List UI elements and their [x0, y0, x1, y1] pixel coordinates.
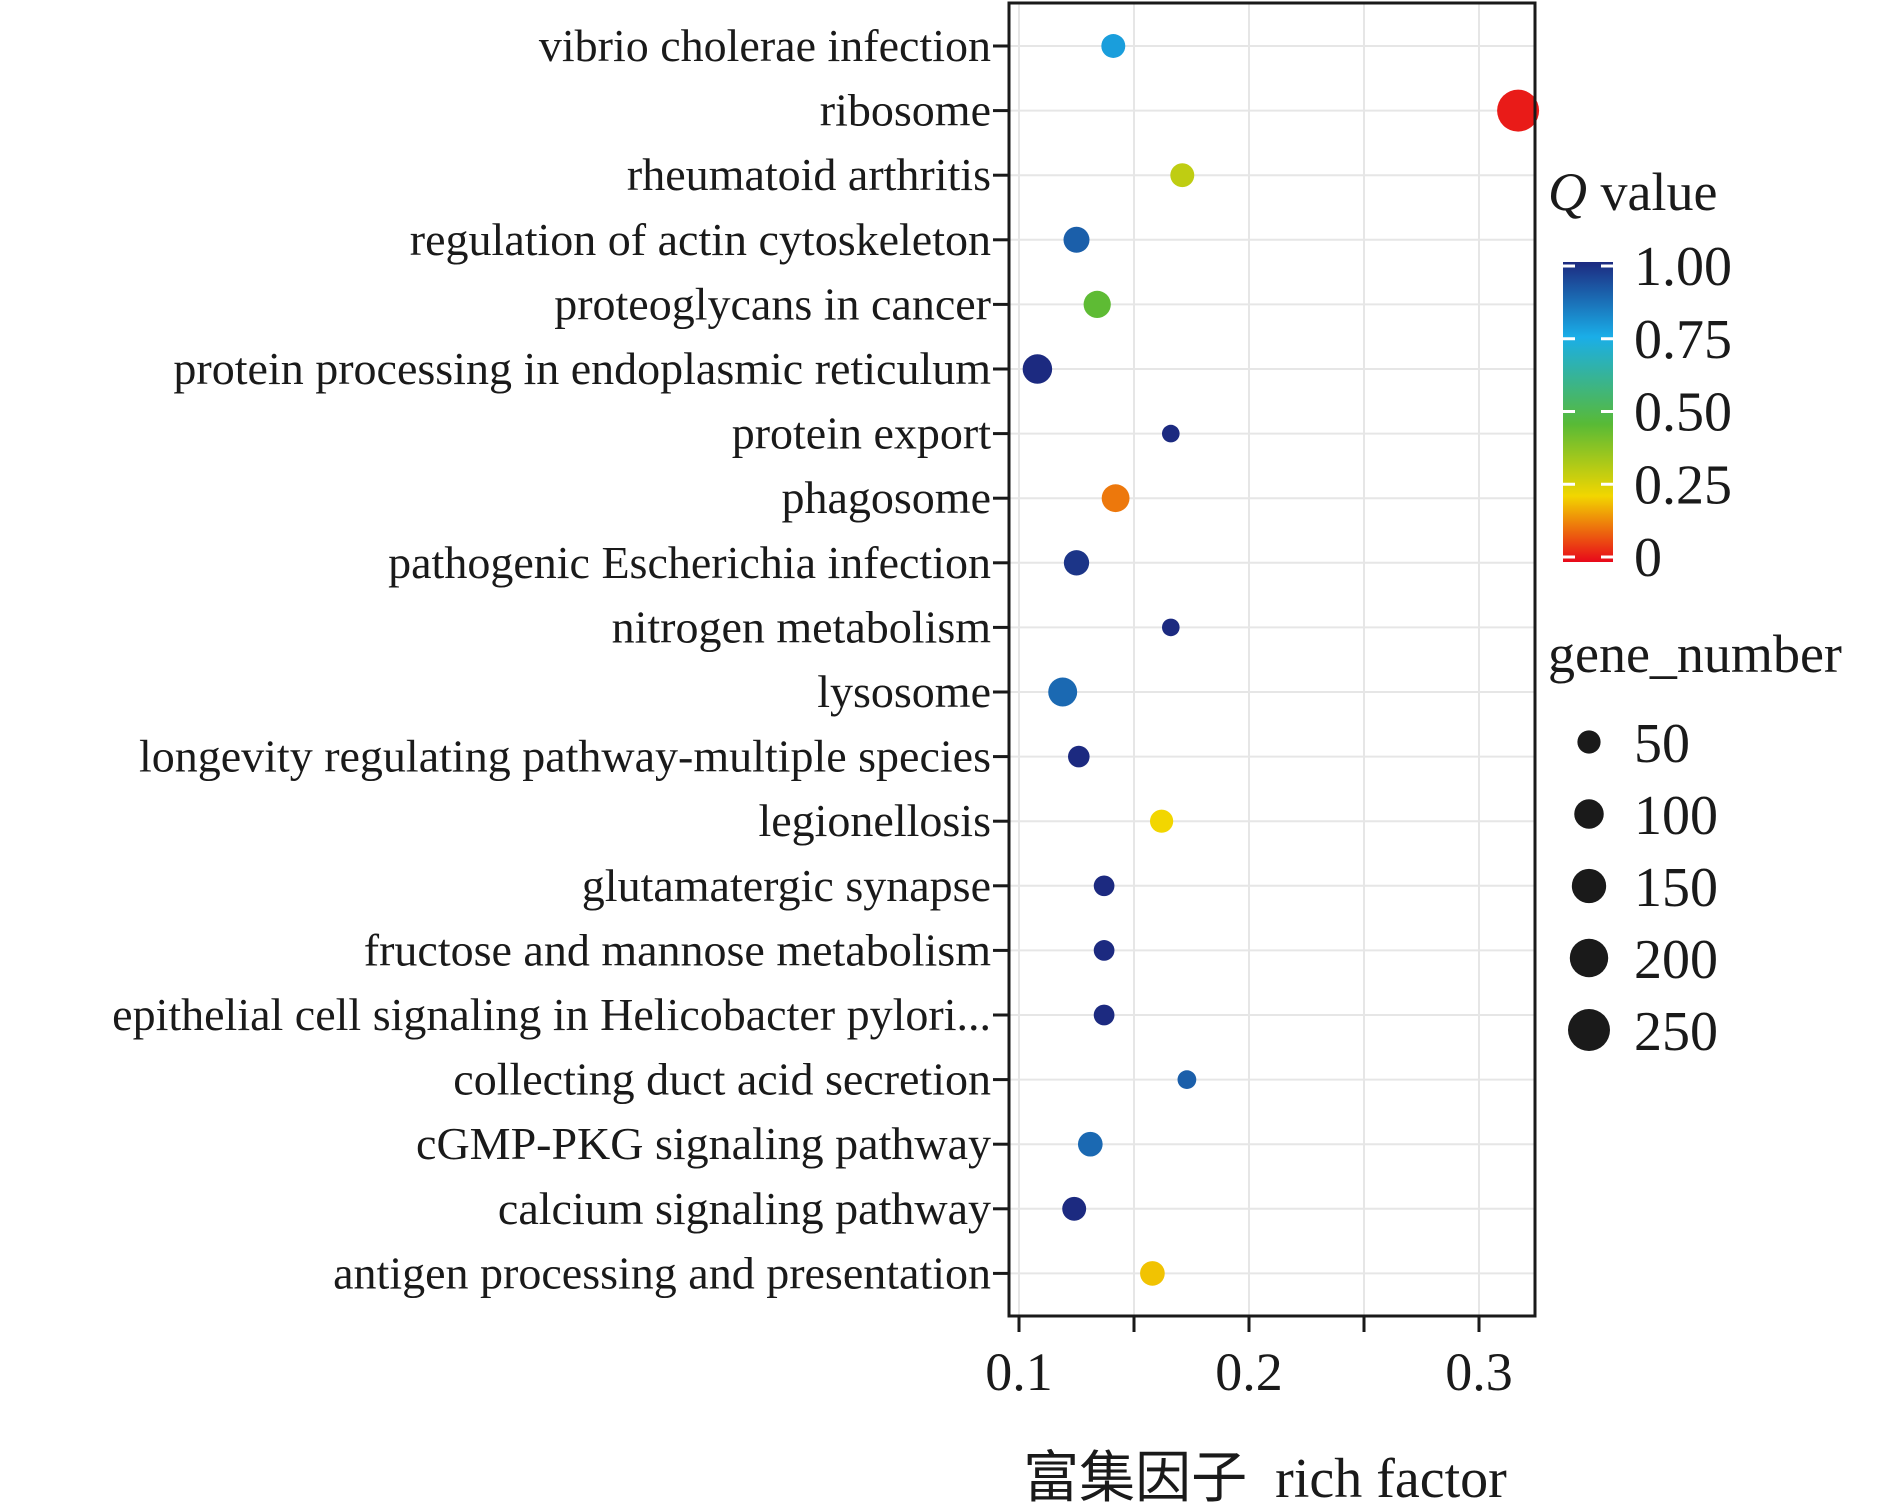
- y-tick-label: calcium signaling pathway: [498, 1183, 991, 1234]
- colorbar-tick-label: 0.25: [1634, 454, 1732, 516]
- y-tick-label: fructose and mannose metabolism: [364, 924, 991, 975]
- gene-number-legend-title: gene_number: [1548, 624, 1842, 684]
- y-tick-label: collecting duct acid secretion: [453, 1054, 991, 1105]
- size-legend-label: 100: [1634, 785, 1718, 847]
- data-point: [1177, 1070, 1197, 1089]
- horizontal-grid: [1009, 45, 1535, 1275]
- y-tick-label: phagosome: [781, 472, 991, 523]
- data-point: [1140, 1261, 1165, 1286]
- data-point: [1093, 1004, 1115, 1026]
- data-point: [1149, 809, 1174, 833]
- y-axis: vibrio cholerae infection ribosome rheumat…: [112, 20, 1009, 1298]
- size-legend-dot: [1574, 799, 1604, 829]
- data-point: [1083, 290, 1111, 319]
- colorbar-tick-label: 0.50: [1634, 382, 1732, 444]
- y-tick-label: lysosome: [817, 666, 991, 717]
- data-point: [1063, 550, 1090, 576]
- size-legend-label: 50: [1634, 713, 1690, 775]
- vertical-grid: [1018, 3, 1480, 1316]
- colorbar-tick-label: 0.75: [1634, 309, 1732, 371]
- x-axis-title-cn: 富集因子: [1023, 1448, 1247, 1510]
- plot-panel: [1007, 1, 1540, 1318]
- size-legend-label: 200: [1634, 929, 1718, 991]
- size-legend-dot: [1571, 868, 1607, 904]
- size-legend-dot: [1577, 730, 1601, 754]
- x-axis-title-en: rich factor: [1275, 1448, 1507, 1510]
- y-tick-label: pathogenic Escherichia infection: [388, 537, 991, 588]
- data-point: [1161, 424, 1180, 443]
- plot-frame: [1007, 1, 1537, 1318]
- data-points: [1022, 34, 1540, 1286]
- colorbar-tick-label: 0: [1634, 527, 1662, 589]
- x-tick-label: 0.2: [1215, 1342, 1283, 1402]
- size-legend-dot: [1568, 1009, 1610, 1051]
- data-point: [1093, 940, 1115, 961]
- y-tick-label: antigen processing and presentation: [333, 1247, 991, 1298]
- q-value-legend-title: Q value: [1548, 162, 1717, 222]
- data-point: [1101, 34, 1126, 58]
- y-tick-label: protein export: [732, 408, 992, 459]
- size-legend-label: 250: [1634, 1001, 1718, 1063]
- y-tick-label: longevity regulating pathway-multiple sp…: [139, 731, 991, 782]
- y-tick-label: rheumatoid arthritis: [627, 149, 991, 200]
- y-tick-label: ribosome: [820, 85, 991, 136]
- data-point: [1048, 677, 1078, 707]
- y-tick-label: regulation of actin cytoskeleton: [410, 214, 991, 265]
- y-tick-label: vibrio cholerae infection: [539, 20, 991, 71]
- y-tick-label: legionellosis: [758, 795, 991, 846]
- size-legend-label: 150: [1634, 857, 1718, 919]
- x-axis-title: 富集因子 rich factor: [1023, 1448, 1507, 1510]
- plot-background: [1009, 3, 1535, 1316]
- q-value-colorbar-ticks: 1.00 0.75 0.50 0.25 0: [1563, 236, 1732, 589]
- y-tick-label: protein processing in endoplasmic reticu…: [173, 343, 991, 394]
- data-point: [1497, 89, 1540, 132]
- q-value-legend: Q value 1.00 0.75 0.50 0.25 0: [1548, 162, 1732, 589]
- data-point: [1063, 226, 1090, 253]
- gene-number-legend-items: 50 100 150 200 250: [1568, 713, 1718, 1063]
- y-tick-label: glutamatergic synapse: [582, 860, 991, 911]
- data-point: [1170, 163, 1195, 188]
- y-tick-label: epithelial cell signaling in Helicobacte…: [112, 989, 991, 1040]
- data-point: [1101, 484, 1130, 513]
- x-tick-label: 0.3: [1445, 1342, 1513, 1402]
- data-point: [1093, 875, 1115, 897]
- data-point: [1062, 1196, 1087, 1221]
- data-point: [1161, 618, 1180, 637]
- q-value-legend-title-italic: Q: [1548, 162, 1587, 222]
- data-point: [1022, 354, 1053, 384]
- x-axis: 0.1 0.2 0.3: [985, 1316, 1513, 1402]
- y-tick-label: cGMP-PKG signaling pathway: [416, 1118, 991, 1169]
- q-value-legend-title-rest: value: [1587, 162, 1717, 222]
- colorbar-tick-label: 1.00: [1634, 236, 1732, 298]
- data-point: [1077, 1131, 1103, 1157]
- gene-number-legend: gene_number 50 100 150 200 250: [1548, 624, 1842, 1063]
- x-tick-label: 0.1: [985, 1342, 1053, 1402]
- y-tick-label: nitrogen metabolism: [612, 601, 992, 652]
- size-legend-dot: [1569, 938, 1609, 978]
- y-tick-label: proteoglycans in cancer: [554, 278, 991, 329]
- data-point: [1068, 745, 1090, 768]
